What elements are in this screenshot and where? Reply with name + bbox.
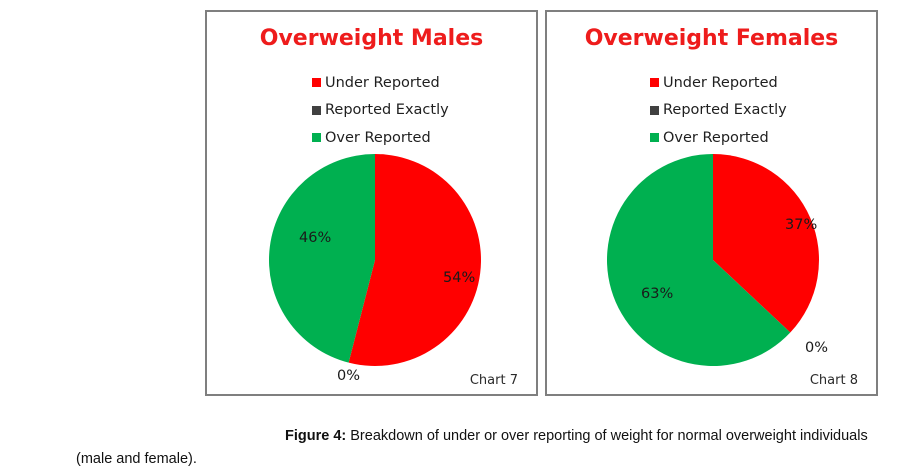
figure-caption: Figure 4: Breakdown of under or over rep… [76,425,906,471]
legend-label-reported-exactly: Reported Exactly [325,102,449,119]
chart-legend: Under Reported Reported Exactly Over Rep… [312,69,449,152]
legend-item-over-reported: Over Reported [312,124,449,152]
data-label-reported-exactly: 0% [805,340,828,356]
legend-item-under-reported: Under Reported [312,69,449,97]
legend-item-over-reported: Over Reported [650,124,787,152]
pie-slice-under-reported [713,154,819,333]
chart-number: Chart 7 [469,373,518,388]
chart-title: Overweight Males [259,26,484,51]
data-label-under-reported: 37% [785,217,817,233]
caption-text: Breakdown of under or over reporting of … [76,428,868,467]
chart-title: Overweight Females [584,26,839,51]
legend-label-under-reported: Under Reported [663,74,778,91]
legend-swatch-reported-exactly [312,105,321,115]
legend-item-reported-exactly: Reported Exactly [312,97,449,125]
pie-slice-under-reported [348,154,481,366]
legend-swatch-over-reported [650,133,659,143]
legend-label-reported-exactly: Reported Exactly [663,102,787,119]
legend-swatch-under-reported [650,78,659,88]
legend-label-under-reported: Under Reported [325,74,440,91]
pie-chart: 54% 0% 46% [268,154,481,384]
legend-item-reported-exactly: Reported Exactly [650,97,787,125]
legend-label-over-reported: Over Reported [325,129,431,146]
legend-swatch-under-reported [312,78,321,88]
pie-chart: 37% 0% 63% [607,154,828,366]
chart-overweight-females: Overweight Females Under Reported Report… [545,10,878,396]
legend-swatch-over-reported [312,133,321,143]
data-label-over-reported: 46% [299,230,331,246]
chart-number: Chart 8 [809,373,858,388]
chart-legend: Under Reported Reported Exactly Over Rep… [650,69,787,152]
data-label-reported-exactly: 0% [337,368,360,384]
legend-swatch-reported-exactly [650,105,659,115]
legend-label-over-reported: Over Reported [663,129,769,146]
data-label-under-reported: 54% [443,270,475,286]
caption-label: Figure 4: [285,428,347,444]
pie-slice-over-reported [607,154,791,366]
data-label-over-reported: 63% [641,286,673,302]
legend-item-under-reported: Under Reported [650,69,787,97]
pie-slice-over-reported [268,154,375,363]
chart-overweight-males: Overweight Males Under Reported Reported… [205,10,538,396]
